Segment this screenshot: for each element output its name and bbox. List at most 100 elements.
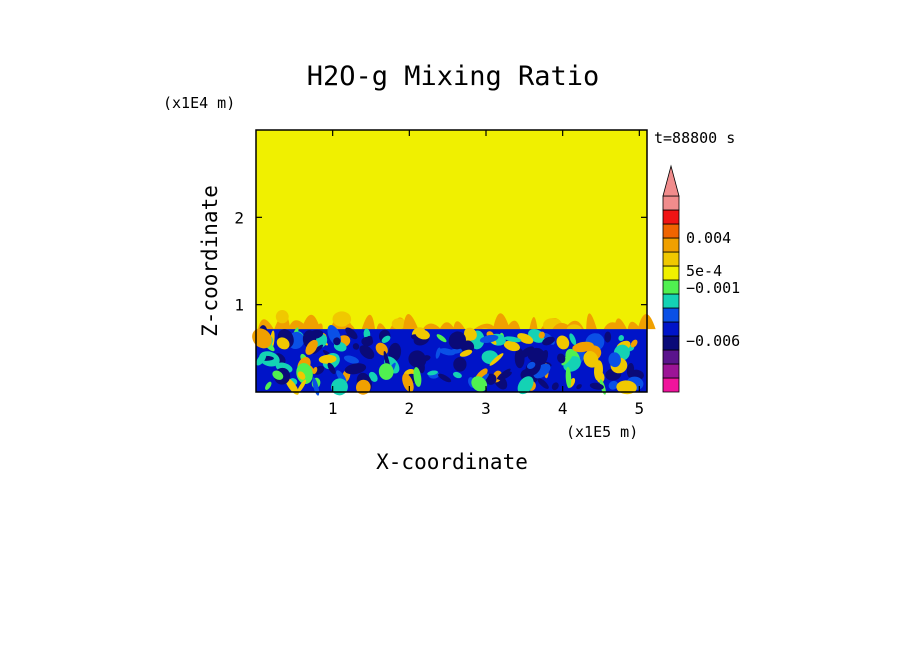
turbulence-patch (381, 335, 391, 343)
turbulence-patch (504, 336, 522, 343)
colorbar-segment (662, 349, 680, 365)
turbulence-patch (343, 355, 359, 364)
colorbar-segment (662, 293, 680, 309)
turbulence-patch (333, 337, 341, 346)
turbulence-patch (496, 368, 511, 380)
turbulence-patch (526, 361, 536, 370)
colorbar-labels: 0.004 5e-4 −0.001 −0.006 (686, 229, 740, 350)
mixed-plume (376, 323, 386, 330)
colorbar-segment (662, 363, 680, 379)
colorbar-segment (662, 307, 680, 323)
turbulence-patch (361, 336, 374, 347)
turbulence-patch (312, 377, 320, 396)
turbulence-patch (285, 377, 299, 395)
turbulence-patch (596, 371, 605, 383)
y-axis-ticks: 12 (234, 208, 647, 315)
x-axis-ticks: 1 2 3 4 5 (328, 130, 644, 418)
turbulence-patch (408, 350, 426, 368)
time-label: t=88800 s (654, 129, 735, 147)
turbulence-patch (438, 373, 452, 383)
turbulence-patch (489, 353, 504, 366)
x-axis-label: X-coordinate (376, 450, 528, 474)
turbulence-patch (413, 367, 422, 387)
turbulence-patch (402, 373, 414, 393)
turbulence-patch (318, 354, 337, 364)
turbulence-patch (345, 327, 358, 340)
turbulence-patch (312, 344, 324, 355)
colorbar-segment (662, 321, 680, 337)
turbulence-patch (542, 336, 555, 346)
turbulence-patch (388, 342, 402, 362)
colorbar-segment (662, 195, 680, 211)
colorbar-segment (662, 265, 680, 281)
colorbar-segment (662, 279, 680, 295)
colorbar (662, 164, 680, 393)
x-tick-label: 4 (558, 399, 568, 418)
mixed-plume (586, 313, 597, 330)
plot-frame (255, 129, 648, 393)
colorbar-label: 0.004 (686, 229, 731, 247)
turbulence-patch (448, 331, 466, 350)
turbulence-patch (265, 381, 272, 390)
mixed-plume (529, 316, 538, 330)
mixed-plume (313, 323, 323, 330)
turbulence-patch (471, 376, 488, 392)
turbulence-patch (327, 362, 336, 375)
turbulence-patch (604, 331, 612, 343)
mixed-plume (492, 313, 510, 330)
turbulence-patch (272, 370, 284, 380)
colorbar-segment (662, 237, 680, 253)
turbulence-patch (630, 339, 638, 348)
turbulence-patch (517, 376, 534, 395)
turbulence-patch (435, 347, 441, 359)
turbulence-patch (538, 350, 549, 368)
plot-area (252, 129, 656, 396)
turbulence-patch (618, 335, 625, 341)
x-tick-label: 1 (328, 399, 338, 418)
colorbar-segment (662, 335, 680, 351)
turbulence-patch (459, 349, 473, 357)
turbulence-patch (436, 334, 447, 343)
turbulence-patch (589, 382, 604, 390)
colorbar-label: −0.006 (686, 332, 740, 350)
turbulence-patch (452, 371, 462, 379)
mixed-plume (301, 314, 321, 330)
colorbar-segment (662, 223, 680, 239)
y-tick-label: 1 (234, 296, 244, 315)
mixed-plume (505, 320, 521, 330)
turbulence-patch (569, 333, 577, 346)
turbulence-patch (608, 352, 621, 368)
turbulence-patch (305, 339, 318, 355)
x-tick-label: 2 (405, 399, 415, 418)
x-tick-label: 5 (635, 399, 645, 418)
x-tick-label: 3 (481, 399, 491, 418)
turbulence-patch (344, 363, 367, 375)
turbulence-patch (359, 345, 375, 360)
mixed-plume (627, 321, 641, 330)
colorbar-extend-arrow (662, 164, 680, 197)
turbulence-patch (572, 341, 594, 353)
turbulence-patch (415, 329, 430, 340)
turbulence-patch (352, 343, 360, 350)
mixed-plume (403, 314, 419, 330)
mixed-plume (473, 323, 496, 330)
mixed-plume (422, 323, 441, 330)
turbulence-patch (485, 373, 497, 385)
x-scale-label: (x1E5 m) (566, 423, 638, 441)
mixed-plume (614, 318, 627, 330)
turbulence-patch (608, 380, 619, 390)
turbulence-patch (479, 334, 499, 343)
mixed-plume (439, 322, 455, 330)
mixed-patch (275, 310, 289, 324)
mixed-plume (453, 321, 466, 330)
turbulence-patch (356, 379, 371, 395)
turbulence-patch (427, 370, 438, 376)
colorbar-segment (662, 209, 680, 225)
mixed-plume (361, 314, 376, 330)
colorbar-label: 5e-4 (686, 262, 722, 280)
turbulence-patch (583, 351, 599, 368)
colorbar-segment (662, 251, 680, 267)
turbulence-patch (565, 366, 572, 389)
turbulence-patch (331, 378, 348, 396)
